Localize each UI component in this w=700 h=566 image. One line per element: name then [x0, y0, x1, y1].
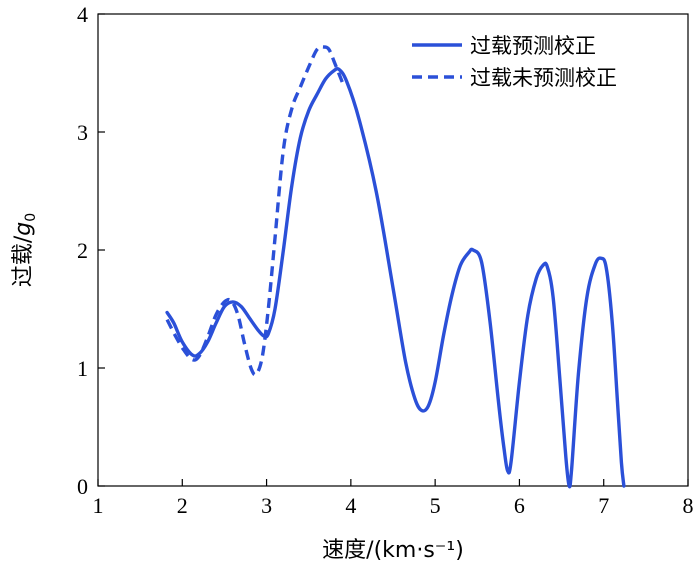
x-tick-label: 7	[598, 493, 609, 518]
series-layer	[165, 45, 626, 489]
x-tick-label: 8	[683, 493, 694, 518]
y-axis-label-main: 过载/	[11, 235, 36, 287]
y-axis-label-italic: g	[11, 222, 36, 236]
legend-label-dashed: 过载未预测校正	[470, 66, 617, 90]
series-line-uncorrected	[165, 45, 344, 377]
y-tick-label: 2	[77, 238, 88, 263]
x-tick-label: 4	[345, 493, 356, 518]
legend-label-solid: 过载预测校正	[470, 34, 596, 58]
y-tick-label: 3	[77, 120, 88, 145]
x-tick-label: 2	[177, 493, 188, 518]
y-axis-label-subscript: 0	[23, 213, 39, 222]
legend: 过载预测校正 过载未预测校正	[412, 34, 617, 90]
x-tick-label: 3	[261, 493, 272, 518]
x-tick-label: 6	[514, 493, 525, 518]
y-tick-label: 1	[77, 356, 88, 381]
x-tick-label: 1	[93, 493, 104, 518]
y-tick-label: 0	[77, 474, 88, 499]
x-tick-label: 5	[430, 493, 441, 518]
y-axis-label: 过载/g0	[11, 213, 39, 287]
y-tick-label: 4	[77, 2, 88, 27]
x-axis-label: 速度/(km·s⁻¹)	[322, 538, 464, 563]
series-line-corrected	[165, 66, 626, 489]
